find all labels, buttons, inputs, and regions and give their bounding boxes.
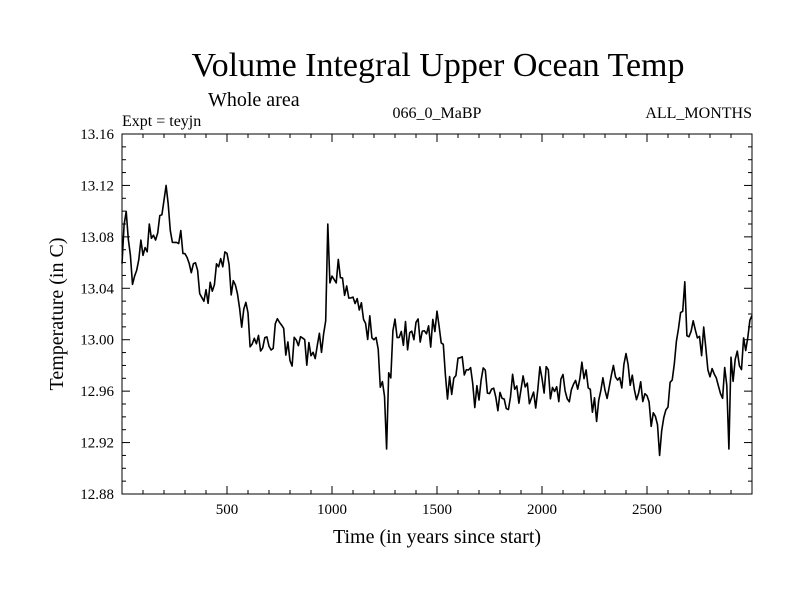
ticks-layer: 500 1000 1500 2000 2500 12.88 12.92 12.96 13.00 1… xyxy=(80,127,752,518)
y-tick-label: 13.12 xyxy=(80,178,114,194)
x-tick-label: 2000 xyxy=(527,502,557,518)
y-tick-label: 13.16 xyxy=(80,127,114,143)
y-tick-label: 13.04 xyxy=(80,281,114,297)
x-axis-label: Time (in years since start) xyxy=(333,526,541,548)
x-tick-label: 2500 xyxy=(632,502,662,518)
y-tick-label: 12.88 xyxy=(80,487,114,503)
chart-subtitle: Whole area xyxy=(208,89,300,111)
run-label: 066_0_MaBP xyxy=(393,105,482,122)
y-tick-label: 12.92 xyxy=(80,436,114,452)
y-tick-label: 12.96 xyxy=(80,384,114,400)
series-layer xyxy=(121,184,753,457)
x-tick-label: 500 xyxy=(216,502,239,518)
x-tick-label: 1000 xyxy=(317,502,347,518)
temperature-series-line xyxy=(121,184,753,457)
x-tick-label: 1500 xyxy=(422,502,452,518)
y-tick-label: 13.00 xyxy=(80,333,114,349)
y-axis-label: Temperature (in C) xyxy=(46,238,68,391)
chart-title: Volume Integral Upper Ocean Temp xyxy=(192,47,685,84)
y-tick-label: 13.08 xyxy=(80,230,114,246)
plot-frame xyxy=(121,133,753,495)
months-label: ALL_MONTHS xyxy=(645,105,752,122)
experiment-label: Expt = teyjn xyxy=(122,113,201,130)
